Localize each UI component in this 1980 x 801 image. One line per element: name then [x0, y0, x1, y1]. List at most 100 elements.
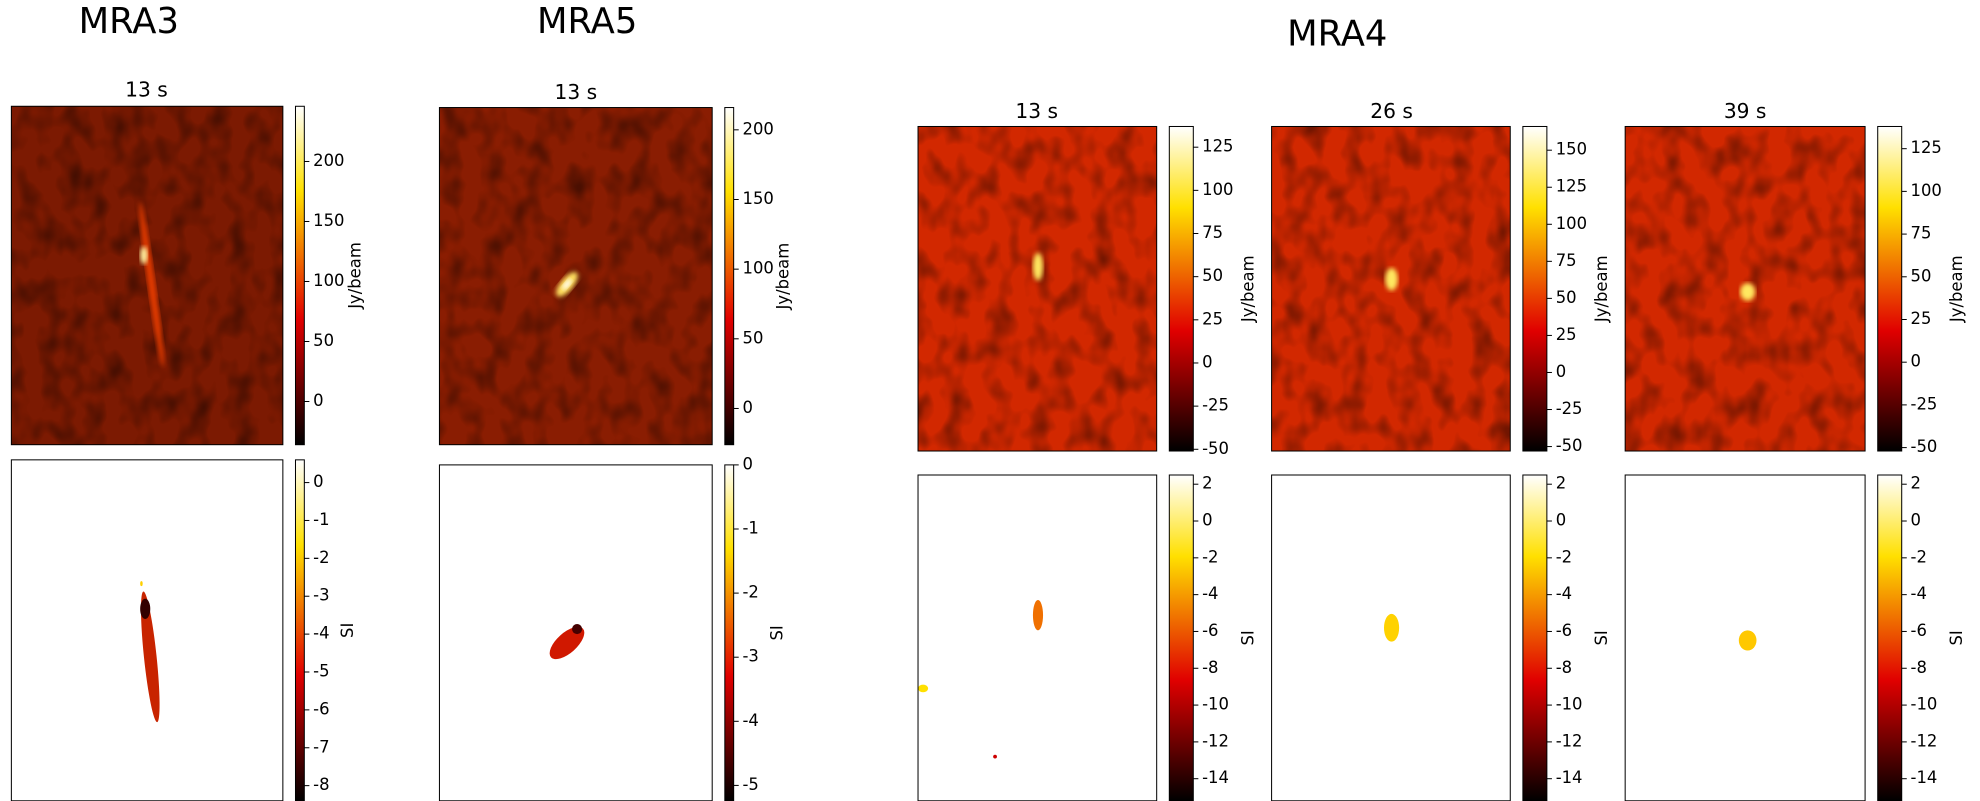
image-frame [1624, 125, 1866, 452]
colorbar-tick-label: -14 [1202, 768, 1229, 787]
emission [140, 591, 160, 723]
colorbar-tick-label: -2 [313, 548, 329, 567]
colorbar [1877, 474, 1903, 801]
panel-title: 13 s [125, 78, 168, 102]
emission [993, 754, 997, 759]
colorbar-label: SI [338, 623, 357, 638]
group-title: MRA4 [1287, 14, 1387, 55]
colorbar-tick-label: -2 [743, 583, 759, 602]
group-title: MRA3 [79, 1, 179, 42]
colorbar-tick-label: 0 [1202, 511, 1212, 530]
colorbar-tick-label: -8 [313, 775, 329, 794]
colorbar-tick-label: -6 [1556, 621, 1572, 640]
colorbar-tick-label: -4 [1911, 584, 1927, 603]
colorbar [1522, 125, 1548, 452]
colorbar-tick-label: -6 [1202, 621, 1218, 640]
colorbar-label: Jy/beam [1592, 255, 1611, 323]
panel-title: 39 s [1724, 99, 1767, 123]
colorbar-tick-label: 100 [1556, 214, 1587, 233]
emission [1738, 630, 1757, 651]
colorbar-tick-label: 50 [313, 331, 334, 350]
colorbar-tick-label: 0 [743, 398, 753, 417]
colorbar-tick-label: -1 [313, 510, 329, 529]
colorbar [1522, 474, 1548, 801]
emission [1383, 613, 1400, 642]
colorbar-tick-label: 100 [1911, 181, 1942, 200]
colorbar-tick-label: 150 [743, 189, 774, 208]
colorbar-tick-label: -6 [1911, 621, 1927, 640]
colorbar-tick-label: 150 [313, 211, 344, 230]
colorbar-tick-label: -3 [313, 586, 329, 605]
colorbar-tick-label: 0 [1911, 511, 1921, 530]
colorbar-tick-label: 0 [1202, 352, 1212, 371]
colorbar-label: Jy/beam [346, 242, 365, 310]
image-frame [438, 107, 713, 446]
emission [1032, 600, 1044, 631]
colorbar-tick-label: -25 [1911, 394, 1938, 413]
image-noise [918, 126, 1157, 452]
colorbar-tick-label: -2 [1202, 547, 1218, 566]
emission [140, 581, 143, 587]
colorbar-tick-label: -4 [743, 711, 759, 730]
colorbar-tick-label: -50 [1202, 439, 1229, 458]
colorbar-label: SI [1592, 630, 1611, 645]
colorbar [294, 459, 305, 801]
colorbar [724, 464, 735, 801]
colorbar-tick-label: 100 [1202, 180, 1233, 199]
colorbar [1877, 125, 1903, 452]
colorbar-tick-label: 0 [313, 391, 323, 410]
emission [549, 626, 585, 660]
colorbar-tick-label: 150 [1556, 140, 1587, 159]
colorbar-label: Jy/beam [1238, 255, 1257, 323]
colorbar-label: Jy/beam [1947, 255, 1966, 323]
colorbar-tick-label: -4 [313, 624, 329, 643]
colorbar-tick-label: 100 [743, 259, 774, 278]
colorbar-tick-label: -5 [743, 775, 759, 794]
colorbar [724, 107, 735, 446]
colorbar-tick-label: 0 [743, 454, 753, 473]
colorbar-tick-label: 0 [1556, 362, 1566, 381]
colorbar-tick-label: 100 [313, 271, 344, 290]
emission [562, 279, 572, 290]
colorbar-tick-label: 2 [1556, 474, 1566, 493]
group-title: MRA5 [537, 1, 637, 42]
colorbar-tick-label: 0 [1556, 511, 1566, 530]
colorbar-tick-label: -8 [1556, 658, 1572, 677]
colorbar [294, 105, 305, 446]
colorbar-tick-label: 50 [743, 328, 764, 347]
colorbar-tick-label: 200 [743, 119, 774, 138]
colorbar-tick-label: -10 [1556, 695, 1583, 714]
colorbar-tick-label: -12 [1202, 731, 1229, 750]
image-frame [1271, 125, 1511, 452]
emission [1032, 252, 1044, 281]
colorbar-label: SI [1238, 630, 1257, 645]
colorbar-tick-label: -2 [1911, 547, 1927, 566]
colorbar-tick-label: -10 [1202, 695, 1229, 714]
colorbar-tick-label: -50 [1556, 436, 1583, 455]
colorbar-tick-label: -12 [1556, 731, 1583, 750]
colorbar-tick-label: 75 [1911, 224, 1932, 243]
colorbar-tick-label: -8 [1202, 658, 1218, 677]
colorbar-tick-label: -3 [743, 647, 759, 666]
colorbar-label: SI [767, 625, 786, 640]
colorbar-tick-label: -7 [313, 737, 329, 756]
emission [140, 598, 151, 619]
colorbar-label: Jy/beam [774, 243, 793, 311]
colorbar-tick-label: -25 [1556, 399, 1583, 418]
colorbar-tick-label: -50 [1911, 437, 1938, 456]
image-frame [10, 105, 284, 446]
colorbar-tick-label: -10 [1911, 695, 1938, 714]
colorbar-tick-label: 200 [313, 151, 344, 170]
emission [140, 246, 148, 265]
emission [572, 624, 583, 635]
colorbar-tick-label: -4 [1202, 584, 1218, 603]
colorbar-tick-label: 25 [1202, 309, 1223, 328]
colorbar-tick-label: 50 [1556, 288, 1577, 307]
colorbar-tick-label: -6 [313, 699, 329, 718]
emission [1740, 283, 1756, 301]
colorbar-tick-label: 2 [1202, 474, 1212, 493]
colorbar-tick-label: -14 [1911, 768, 1938, 787]
colorbar-tick-label: -25 [1202, 396, 1229, 415]
colorbar-tick-label: -2 [1556, 547, 1572, 566]
